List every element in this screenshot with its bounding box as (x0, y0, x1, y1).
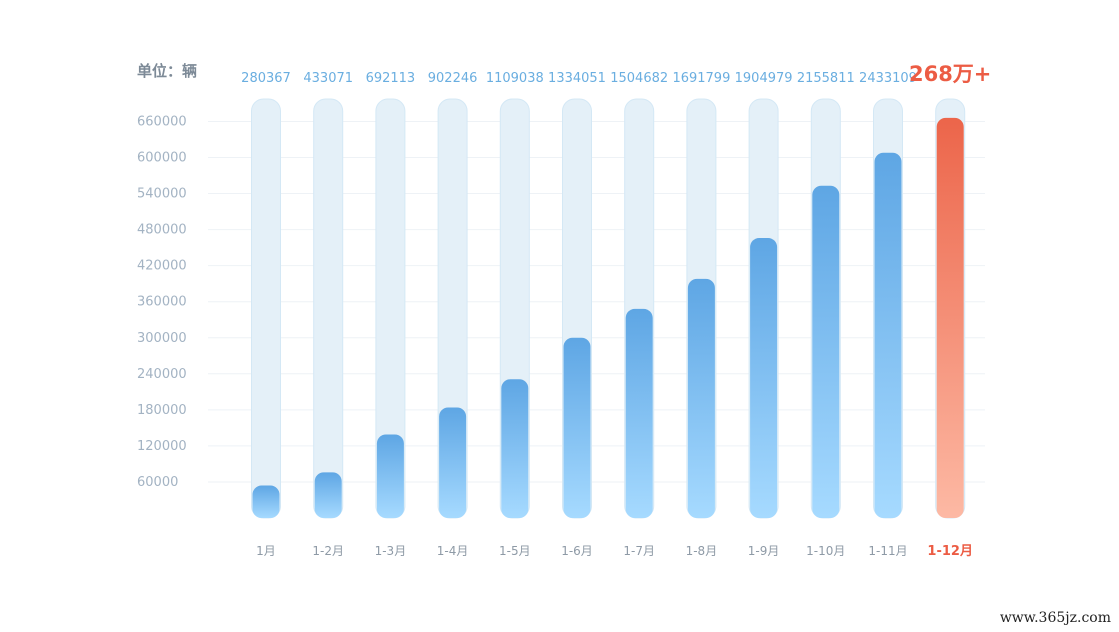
data-label: 2433109 (859, 71, 917, 86)
y-tick-label: 480000 (137, 223, 187, 238)
y-tick-label: 60000 (137, 475, 178, 490)
bar-4 (439, 407, 467, 518)
unit-label: 单位：辆 (137, 62, 197, 80)
y-tick-label: 360000 (137, 295, 187, 310)
y-tick-label: 420000 (137, 259, 187, 274)
y-tick-label: 300000 (137, 331, 187, 346)
bar-10 (812, 185, 840, 518)
x-tick-label: 1-3月 (375, 544, 407, 558)
data-label: 1691799 (672, 71, 730, 86)
x-tick-label: 1月 (256, 544, 276, 558)
data-label: 692113 (366, 71, 416, 86)
data-label: 902246 (428, 71, 478, 86)
data-label: 1334051 (548, 71, 606, 86)
bar-2 (314, 472, 342, 518)
x-tick-label: 1-11月 (868, 544, 907, 558)
y-tick-label: 180000 (137, 403, 187, 418)
x-tick-label: 1-8月 (686, 544, 718, 558)
y-tick-label: 540000 (137, 187, 187, 202)
bar-7 (625, 308, 653, 518)
x-tick-label: 1-9月 (748, 544, 780, 558)
data-labels: 280367 433071 692113 902246 1109038 1334051 15… (241, 62, 991, 86)
data-label: 1109038 (486, 71, 544, 86)
x-tick-label: 1-5月 (499, 544, 531, 558)
data-label-highlight: 268万+ (909, 62, 991, 86)
y-tick-label: 600000 (137, 151, 187, 166)
y-tick-label: 660000 (137, 114, 187, 129)
bar-track (313, 98, 344, 519)
bar-9 (750, 238, 778, 519)
bar-5 (501, 379, 529, 518)
data-label: 280367 (241, 71, 291, 86)
bar-8 (687, 278, 715, 518)
x-tick-label: 1-6月 (561, 544, 593, 558)
y-tick-label: 240000 (137, 367, 187, 382)
bar-11 (874, 152, 902, 518)
bar-3 (376, 434, 404, 518)
x-tick-label: 1-7月 (623, 544, 655, 558)
data-label: 2155811 (797, 71, 855, 86)
watermark: www.365jz.com (1000, 610, 1111, 626)
data-label: 433071 (303, 71, 353, 86)
bar-6 (563, 337, 591, 518)
y-axis-ticks: 60000 120000 180000 240000 300000 360000 42000… (137, 114, 187, 490)
y-tick-label: 120000 (137, 439, 187, 454)
x-axis-ticks: 1月 1-2月 1-3月 1-4月 1-5月 1-6月 1-7月 1-8月 1-9月 1-10月 1… (256, 544, 973, 559)
bar-12 (936, 117, 964, 518)
bar-tracks (251, 98, 966, 519)
x-tick-label: 1-2月 (312, 544, 344, 558)
x-tick-label: 1-10月 (806, 544, 845, 558)
x-tick-label: 1-4月 (437, 544, 469, 558)
x-tick-label: 1-12月 (927, 544, 973, 559)
data-label: 1904979 (735, 71, 793, 86)
data-label: 1504682 (610, 71, 668, 86)
bar-1 (252, 485, 280, 518)
bar-track (251, 98, 281, 519)
bars (252, 117, 964, 519)
